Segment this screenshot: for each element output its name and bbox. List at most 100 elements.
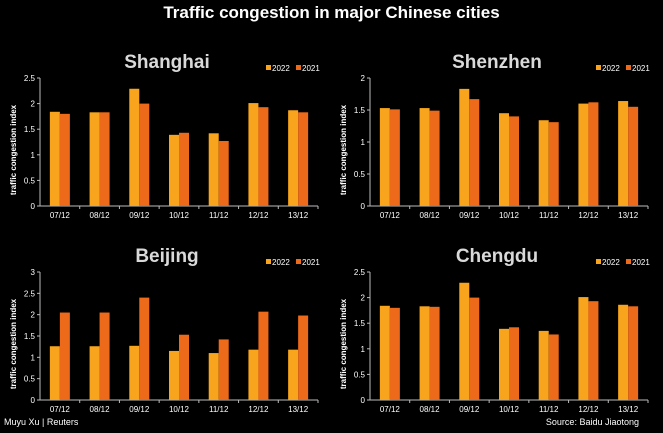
bar-beijing-2021-10-12: [179, 334, 189, 400]
x-tick-label: 09/12: [459, 211, 480, 220]
legend-swatch-2022: [266, 259, 271, 264]
x-tick-label: 13/12: [288, 405, 309, 414]
bar-beijing-2021-12-12: [258, 311, 269, 400]
y-tick-label: 1.5: [354, 106, 366, 115]
bar-chengdu-2021-13-12: [628, 306, 639, 400]
bar-shenzhen-2021-12-12: [588, 102, 599, 206]
bar-beijing-2022-07-12: [49, 346, 60, 400]
bar-beijing-2022-12-12: [248, 349, 259, 400]
bar-chengdu-2021-10-12: [509, 327, 519, 400]
y-axis-label-shanghai: traffic congestion index: [9, 104, 18, 195]
y-tick-label: 1.5: [354, 319, 366, 328]
chart-title-shenzhen: Shenzhen: [452, 52, 542, 73]
bar-chengdu-2022-08-12: [419, 306, 430, 400]
x-tick-label: 12/12: [578, 211, 599, 220]
chart-panel-shenzhen: Shenzhen 2022 2021 traffic congestion index…: [332, 44, 658, 220]
bar-shenzhen-2021-09-12: [469, 99, 480, 206]
legend-shanghai: 2022 2021: [266, 64, 320, 73]
y-axis-label-beijing: traffic congestion index: [9, 298, 18, 389]
legend-swatch-2022: [266, 65, 271, 70]
y-tick-label: 1.5: [24, 125, 36, 134]
bar-beijing-2021-08-12: [99, 312, 110, 400]
x-tick-label: 13/12: [618, 405, 639, 414]
bar-beijing-2021-11-12: [218, 339, 229, 400]
page-title: Traffic congestion in major Chinese citi…: [163, 3, 500, 22]
bar-chengdu-2022-09-12: [459, 282, 470, 400]
legend-swatch-2021: [626, 259, 631, 264]
y-tick-label: 0: [361, 396, 366, 405]
bar-shenzhen-2022-08-12: [419, 108, 430, 206]
x-tick-label: 07/12: [380, 405, 401, 414]
bar-chengdu-2022-12-12: [578, 297, 589, 400]
bar-shenzhen-2022-12-12: [578, 103, 589, 206]
bar-shenzhen-2022-13-12: [618, 101, 629, 206]
chart-title-shanghai: Shanghai: [124, 52, 210, 73]
y-tick-label: 0: [31, 202, 36, 211]
bar-shenzhen-2022-10-12: [499, 113, 509, 206]
x-tick-label: 10/12: [169, 405, 190, 414]
chart-title-chengdu: Chengdu: [456, 246, 538, 267]
x-tick-label: 11/12: [209, 211, 229, 220]
bar-chengdu-2021-12-12: [588, 301, 599, 400]
y-axis-label-shenzhen: traffic congestion index: [339, 104, 348, 195]
bar-shanghai-2022-12-12: [248, 103, 259, 206]
legend-shenzhen: 2022 2021: [596, 64, 650, 73]
bar-chengdu-2022-13-12: [618, 304, 629, 400]
chart-panel-chengdu: Chengdu 2022 2021 traffic congestion index 0…: [332, 238, 658, 414]
bar-beijing-2022-13-12: [288, 349, 299, 400]
bar-beijing-2022-10-12: [169, 350, 179, 400]
bar-chengdu-2021-09-12: [469, 297, 480, 400]
bar-chengdu-2021-07-12: [389, 307, 400, 400]
x-tick-label: 09/12: [459, 405, 480, 414]
x-tick-label: 08/12: [420, 405, 441, 414]
bar-shenzhen-2021-08-12: [429, 110, 440, 206]
bar-chengdu-2021-11-12: [548, 334, 559, 400]
chart-svg-shenzhen: Shenzhen 2022 2021 traffic congestion index…: [339, 52, 650, 220]
chart-panel-beijing: Beijing 2022 2021 traffic congestion index 0…: [2, 238, 328, 414]
y-tick-label: 0: [361, 202, 366, 211]
legend-swatch-2021: [296, 65, 301, 70]
x-tick-label: 10/12: [169, 211, 190, 220]
y-tick-label: 1: [31, 151, 36, 160]
y-tick-label: 0.5: [24, 375, 36, 384]
x-tick-label: 12/12: [248, 405, 269, 414]
chart-svg-chengdu: Chengdu 2022 2021 traffic congestion index 0…: [339, 246, 650, 414]
bar-shenzhen-2022-09-12: [459, 88, 470, 206]
x-tick-label: 08/12: [90, 405, 111, 414]
legend-swatch-2021: [626, 65, 631, 70]
x-tick-label: 07/12: [50, 211, 71, 220]
bar-beijing-2021-09-12: [139, 297, 150, 400]
x-tick-label: 07/12: [50, 405, 71, 414]
y-tick-label: 0.5: [24, 176, 36, 185]
y-tick-label: 2: [361, 294, 366, 303]
y-tick-label: 3: [31, 268, 36, 277]
x-tick-label: 08/12: [90, 211, 111, 220]
x-tick-label: 09/12: [129, 211, 150, 220]
y-tick-label: 1: [31, 353, 36, 362]
bar-shanghai-2021-12-12: [258, 107, 269, 206]
x-tick-label: 11/12: [539, 405, 559, 414]
bar-shenzhen-2021-07-12: [389, 109, 400, 206]
legend-swatch-2022: [596, 65, 601, 70]
y-tick-label: 0.5: [354, 170, 366, 179]
y-tick-label: 0.5: [354, 370, 366, 379]
y-tick-label: 2.5: [24, 289, 36, 298]
legend-label-2021: 2021: [632, 64, 650, 73]
y-tick-label: 2.5: [354, 268, 366, 277]
bar-shanghai-2022-11-12: [208, 133, 219, 206]
x-tick-label: 10/12: [499, 211, 520, 220]
bar-chengdu-2021-08-12: [429, 306, 440, 400]
x-tick-label: 11/12: [539, 211, 559, 220]
bar-shanghai-2021-13-12: [298, 112, 309, 206]
bar-beijing-2022-09-12: [129, 345, 140, 400]
bar-shenzhen-2022-07-12: [379, 108, 390, 206]
legend-beijing: 2022 2021: [266, 258, 320, 267]
bar-chengdu-2022-07-12: [379, 305, 390, 400]
legend-label-2021: 2021: [302, 64, 320, 73]
legend-swatch-2021: [296, 259, 301, 264]
y-tick-label: 1: [361, 345, 366, 354]
legend-swatch-2022: [596, 259, 601, 264]
bar-shanghai-2021-10-12: [179, 132, 189, 206]
chart-svg-shanghai: Shanghai 2022 2021 traffic congestion index…: [9, 52, 320, 220]
bar-chengdu-2022-10-12: [499, 328, 509, 400]
